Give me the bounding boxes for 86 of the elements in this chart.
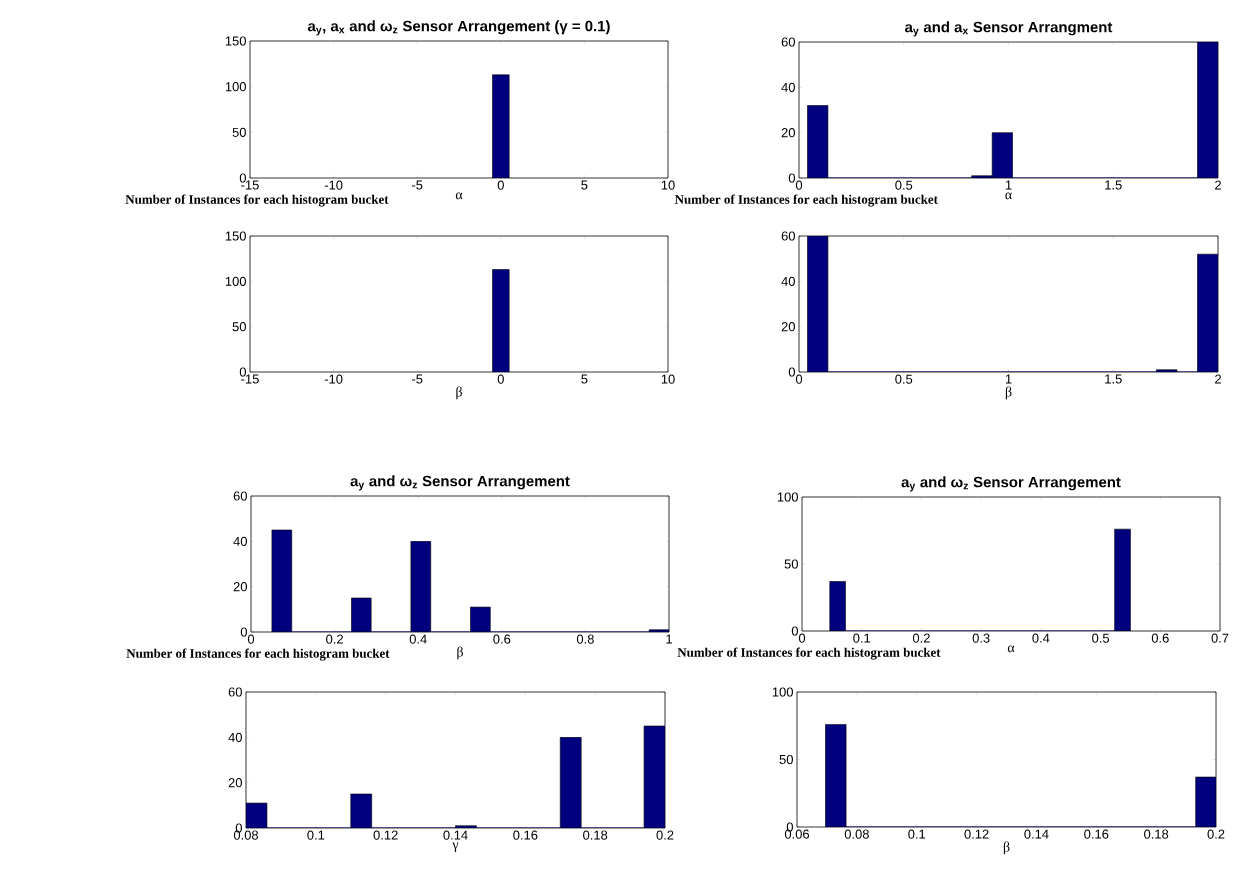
x-tick-label: 0.14 xyxy=(1024,829,1049,839)
x-tick-label: 0.1 xyxy=(853,633,871,643)
x-axis-title: γ xyxy=(452,842,459,852)
x-tick-label: 0.5 xyxy=(895,180,913,190)
y-tick-label: 20 xyxy=(781,322,795,332)
x-axis-title: β xyxy=(456,386,462,400)
x-tick-label: 0.5 xyxy=(1092,633,1110,643)
y-tick-label: 50 xyxy=(232,322,246,332)
y-axis-title: Number of Instances for each histogram bucket xyxy=(126,648,390,661)
x-axis-title: β xyxy=(1003,841,1010,855)
x-tick-label: 0.6 xyxy=(1151,633,1169,643)
y-tick-label: 40 xyxy=(781,82,795,92)
x-tick-label: 5 xyxy=(581,374,588,384)
y-tick-label: 0 xyxy=(788,367,795,377)
y-tick-label: 20 xyxy=(781,128,795,138)
x-tick-label: 2 xyxy=(1215,180,1221,190)
x-tick-label: 0.14 xyxy=(443,830,468,840)
x-tick-label: 0.5 xyxy=(895,374,913,384)
y-tick-label: 60 xyxy=(781,37,795,47)
x-tick-label: 0 xyxy=(798,633,806,643)
y-tick-label: 60 xyxy=(781,231,795,241)
x-tick-label: 0.18 xyxy=(583,830,608,840)
y-axis-title: Number of Instances for each histogram bucket xyxy=(125,194,389,207)
x-tick-label: 0.1 xyxy=(307,830,325,840)
x-tick-label: -5 xyxy=(412,374,423,384)
x-tick-label: 0.18 xyxy=(1144,829,1169,839)
x-tick-label: 10 xyxy=(661,374,675,384)
x-tick-label: 0.16 xyxy=(1084,829,1109,839)
chart-title: a$_{y}$ and a$_{x}$ Sensor Arrangment xyxy=(905,21,1113,37)
y-tick-label: 50 xyxy=(784,559,798,569)
y-tick-label: 0 xyxy=(788,173,795,183)
y-tick-label: 150 xyxy=(225,231,246,241)
y-axis-title: Number of Instances for each histogram bucket xyxy=(677,647,941,660)
x-axis-title: β xyxy=(457,646,463,660)
chart-title: a$_{y}$ and ω$_{z}$ Sensor Arrangement xyxy=(901,476,1121,492)
y-tick-label: 50 xyxy=(232,127,246,137)
x-tick-label: 0 xyxy=(497,180,504,190)
y-axis-title: Number of Instances for each histogram bucket xyxy=(674,194,938,207)
x-tick-label: 0.2 xyxy=(326,634,343,644)
y-tick-label: 20 xyxy=(233,582,247,592)
x-axis-title: β xyxy=(1005,386,1012,400)
x-tick-label: -10 xyxy=(324,180,343,190)
y-tick-label: 0 xyxy=(791,626,798,636)
y-tick-label: 100 xyxy=(225,82,246,92)
y-tick-label: 60 xyxy=(228,687,242,697)
x-tick-label: 5 xyxy=(581,180,588,190)
x-tick-label: 2 xyxy=(1215,374,1221,384)
x-tick-label: 0.2 xyxy=(1207,829,1225,839)
x-tick-label: 0.16 xyxy=(513,830,538,840)
x-tick-label: 1.5 xyxy=(1105,180,1122,190)
x-axis-title: α xyxy=(455,192,463,200)
x-tick-label: 0.8 xyxy=(576,634,594,644)
y-tick-label: 20 xyxy=(228,778,242,788)
x-tick-label: 0.6 xyxy=(493,634,511,644)
x-tick-label: 0.4 xyxy=(409,634,427,644)
x-tick-label: 0.1 xyxy=(908,829,926,839)
y-tick-label: 100 xyxy=(777,492,798,502)
x-tick-label: 0.3 xyxy=(972,633,990,643)
x-axis-title: α xyxy=(1005,192,1012,200)
y-tick-label: 100 xyxy=(772,687,793,697)
x-tick-label: 0.2 xyxy=(656,830,674,840)
x-axis-title: α xyxy=(1007,645,1015,653)
x-tick-label: 0.12 xyxy=(964,829,989,839)
x-tick-label: 0 xyxy=(497,374,504,384)
x-tick-label: 0.7 xyxy=(1211,633,1229,643)
x-tick-label: 0.08 xyxy=(844,829,869,839)
y-tick-label: 150 xyxy=(225,36,246,46)
x-tick-label: 0.2 xyxy=(912,633,930,643)
x-tick-label: 0.12 xyxy=(373,830,398,840)
x-tick-label: 0 xyxy=(247,634,255,644)
y-tick-label: 40 xyxy=(233,536,247,546)
y-tick-label: 40 xyxy=(781,276,795,286)
x-tick-label: 1.5 xyxy=(1105,374,1122,384)
y-tick-label: 40 xyxy=(228,732,242,742)
chart-title: a$_{y}$ and ω$_{z}$ Sensor Arrangement xyxy=(350,475,570,491)
x-tick-label: -10 xyxy=(324,374,343,384)
x-tick-label: 1 xyxy=(1005,374,1012,384)
x-tick-label: 0.4 xyxy=(1032,633,1050,643)
y-tick-label: 50 xyxy=(779,754,793,765)
x-tick-label: 1 xyxy=(666,634,672,644)
chart-title: a$_{y}$, a$_{x}$ and ω$_{z}$ Sensor Arrangement (γ = 0.1) xyxy=(307,20,610,36)
y-tick-label: 100 xyxy=(225,276,246,286)
x-tick-label: -5 xyxy=(412,180,423,190)
x-tick-label: 10 xyxy=(661,180,675,190)
y-tick-label: 60 xyxy=(233,491,247,501)
x-tick-label: 1 xyxy=(1005,180,1012,190)
